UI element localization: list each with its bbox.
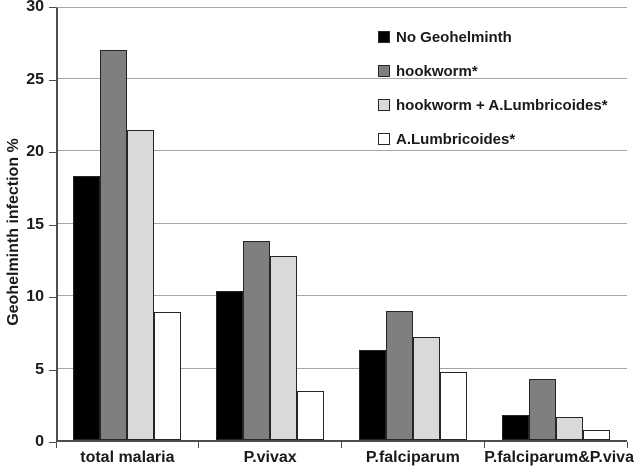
bar <box>100 49 128 440</box>
y-tick-label: 25 <box>26 70 44 88</box>
x-category-label: P.falciparum <box>365 449 460 466</box>
y-tick-label: 5 <box>35 360 44 378</box>
bar <box>154 312 182 440</box>
gridline <box>58 295 627 296</box>
y-tick <box>49 7 56 8</box>
legend-swatch-icon <box>378 31 390 43</box>
y-tick <box>49 79 56 81</box>
bar <box>412 337 440 440</box>
bar <box>297 390 325 440</box>
x-category-label: total malaria <box>80 449 175 466</box>
legend-label: A.Lumbricoides* <box>396 130 516 148</box>
legend-item: No Geohelminth <box>378 20 608 54</box>
y-tick-label: 30 <box>26 0 44 15</box>
x-tick <box>483 442 485 448</box>
bar <box>555 416 583 440</box>
y-tick-label: 15 <box>26 215 44 233</box>
y-tick <box>49 369 56 371</box>
y-tick <box>49 297 56 298</box>
x-category-label: P.vivax <box>243 449 297 466</box>
y-tick-label: 20 <box>26 143 44 160</box>
x-tick <box>626 442 628 448</box>
y-tick <box>49 442 56 443</box>
bar <box>528 379 556 440</box>
x-category-label: P.falciparum&P.vivax <box>484 449 634 466</box>
gridline <box>58 77 627 79</box>
bar <box>439 371 467 440</box>
x-tick <box>198 442 200 448</box>
y-tick <box>49 152 56 153</box>
legend-item: A.Lumbricoides* <box>378 122 608 156</box>
bar <box>501 415 529 440</box>
legend-swatch-icon <box>378 65 390 77</box>
legend-swatch-icon <box>378 99 390 111</box>
legend-item: hookworm* <box>378 54 608 88</box>
y-tick-label: 10 <box>26 288 44 305</box>
bar <box>582 429 610 440</box>
legend-label: hookworm + A.Lumbricoides* <box>396 96 608 114</box>
legend-label: hookworm* <box>396 62 478 80</box>
legend: No Geohelminth hookworm* hookworm + A.Lumb… <box>378 20 608 156</box>
bar <box>127 129 155 440</box>
gridline <box>58 150 627 151</box>
bar <box>73 176 101 440</box>
legend-swatch-icon <box>378 133 390 145</box>
legend-label: No Geohelminth <box>396 28 512 46</box>
legend-item: hookworm + A.Lumbricoides* <box>378 88 608 122</box>
x-tick <box>341 442 342 448</box>
gridline <box>58 222 627 224</box>
bar <box>358 350 386 440</box>
y-tick-label: 0 <box>35 433 44 450</box>
bar <box>385 310 413 440</box>
gridline <box>58 367 627 369</box>
bar <box>243 241 271 440</box>
y-tick <box>49 224 56 226</box>
bar <box>216 290 244 440</box>
plot-area <box>56 7 627 442</box>
x-tick <box>55 442 57 448</box>
bar <box>270 255 298 440</box>
